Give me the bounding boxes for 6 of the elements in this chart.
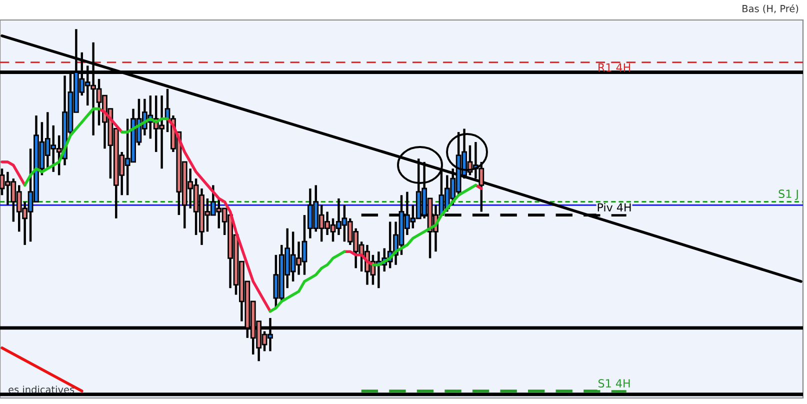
ref-line-label: R1 4H <box>598 63 630 72</box>
ref-line-label: Piv 4H <box>598 202 631 212</box>
text: es indicatives <box>8 386 74 394</box>
text: Bas (H, Pré) <box>742 4 798 14</box>
ref-line-label: S1 4H <box>598 379 630 388</box>
ref-line-label: S1 J <box>778 190 798 200</box>
